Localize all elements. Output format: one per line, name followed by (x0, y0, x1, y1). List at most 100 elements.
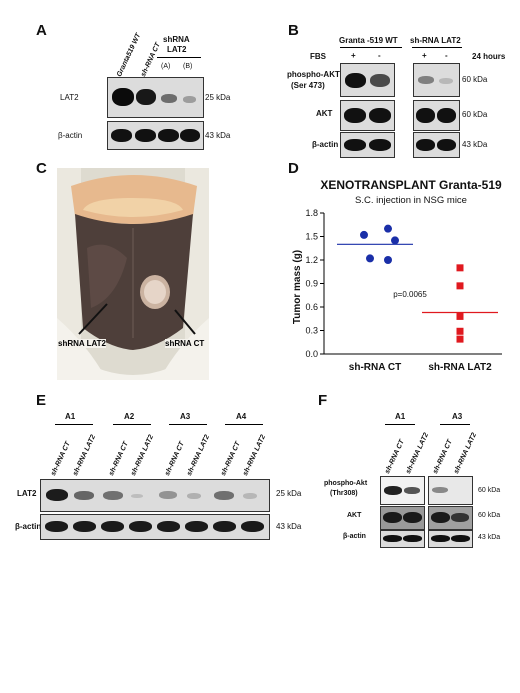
band (416, 139, 435, 151)
y-tick-label: 0.3 (305, 326, 318, 336)
blot-a-bactin (107, 121, 204, 150)
panel-b-label: B (288, 22, 299, 39)
y-tick-label: 1.8 (305, 208, 318, 218)
band (451, 535, 470, 542)
group-shrna-lat2: sh-RNA LAT2 (410, 36, 461, 45)
band (135, 129, 156, 142)
category-label-lat2: sh-RNA LAT2 (428, 362, 492, 373)
blot-a-lat2 (107, 77, 204, 118)
blot-f-bactin-a3 (428, 530, 473, 548)
band (370, 74, 390, 87)
row-label-bactin-b: β-actin (312, 140, 339, 149)
blot-f-bactin-a1 (380, 530, 425, 548)
band (161, 94, 177, 103)
panel-f-label: F (318, 392, 328, 409)
category-label-ct: sh-RNA CT (349, 362, 401, 373)
f-lane-a3-ct: sh-RNA CT (432, 438, 454, 475)
e-lane-a1-ct: sh-RNA CT (50, 440, 72, 477)
blot-f-phospho-a1 (380, 476, 425, 505)
band (45, 521, 68, 532)
sub-lane-a: (A) (161, 63, 171, 70)
blot-b-phospho-lat2 (413, 63, 460, 97)
band (344, 139, 366, 151)
band (432, 487, 448, 493)
band (101, 521, 124, 532)
band (439, 78, 453, 84)
group-label-f-a3: A3 (452, 412, 463, 421)
band (73, 521, 96, 532)
size-60kda-akt: 60 kDa (462, 110, 488, 119)
size-43kda-e: 43 kDa (276, 522, 302, 531)
fbs-sign-2: - (378, 51, 381, 60)
chart-subtitle: S.C. injection in NSG mice (355, 195, 467, 206)
band (418, 76, 434, 84)
band (157, 521, 180, 532)
band (384, 486, 402, 495)
blot-b-bactin-lat2 (413, 132, 460, 158)
band (185, 521, 208, 532)
data-points (337, 224, 498, 343)
blot-b-bactin-wt (340, 132, 395, 158)
fbs-sign-1: + (351, 51, 356, 60)
band (46, 489, 68, 501)
shrna-target-label: LAT2 (167, 45, 187, 54)
data-point-ct (360, 230, 368, 239)
band (383, 535, 402, 542)
panel-a-label: A (36, 22, 47, 39)
e-lane-a3-lat2: sh-RNA LAT2 (186, 433, 212, 477)
data-point-lat2 (456, 282, 464, 290)
row-label-akt-f: AKT (347, 512, 362, 519)
f-lane-a1-ct: sh-RNA CT (384, 438, 406, 475)
blot-f-akt-a1 (380, 506, 425, 530)
band (437, 139, 456, 151)
row-label-bactin-f: β-actin (343, 533, 366, 540)
band (431, 512, 450, 523)
p-value-annotation: p=0.0065 (393, 290, 427, 299)
blot-b-phospho-wt (340, 63, 395, 97)
band (158, 129, 179, 142)
shrna-label: shRNA (163, 35, 190, 44)
band (243, 493, 257, 499)
band (111, 129, 132, 142)
band (345, 73, 366, 88)
group1-underline (340, 47, 402, 48)
band (136, 89, 156, 105)
fbs-sign-4: - (445, 51, 448, 60)
chart-axes (323, 213, 502, 355)
blot-e-bactin (40, 514, 270, 540)
panel-c-label: C (36, 160, 47, 177)
band (214, 491, 234, 500)
chart-title: XENOTRANSPLANT Granta-519 (320, 178, 502, 192)
band (129, 521, 152, 532)
f-lane-a1-lat2: sh-RNA LAT2 (405, 431, 431, 475)
fbs-label: FBS (310, 52, 326, 61)
row-label-phospho-akt-f: phospho-Akt (324, 480, 368, 487)
group-a1-underline (55, 424, 93, 425)
row-label-lat2: LAT2 (60, 93, 79, 102)
row-label-lat2-e: LAT2 (17, 489, 37, 498)
band (437, 108, 456, 123)
data-point-ct (384, 224, 392, 233)
sub-lane-b: (B) (183, 63, 193, 70)
time-label: 24 hours (472, 52, 506, 61)
band (383, 512, 402, 523)
group-granta-wt: Granta -519 WT (339, 36, 398, 45)
band (183, 96, 196, 103)
y-tick-label: 0.6 (305, 302, 318, 312)
data-point-lat2 (456, 335, 464, 343)
panel-d-label: D (288, 160, 299, 177)
lane-label-shrna-ct: sh-RNA CT (140, 41, 162, 78)
group-label-a1: A1 (65, 412, 76, 421)
group2-underline (412, 47, 462, 48)
group-label-f-a1: A1 (395, 412, 406, 421)
e-lane-a3-ct: sh-RNA CT (164, 440, 186, 477)
blot-b-akt-wt (340, 100, 395, 131)
size-60kda-f1: 60 kDa (478, 487, 501, 494)
band (180, 129, 200, 142)
blot-f-akt-a3 (428, 506, 473, 530)
band (431, 535, 450, 542)
band (369, 139, 391, 151)
band (159, 491, 177, 499)
band (213, 521, 236, 532)
shrna-underline (157, 57, 201, 58)
